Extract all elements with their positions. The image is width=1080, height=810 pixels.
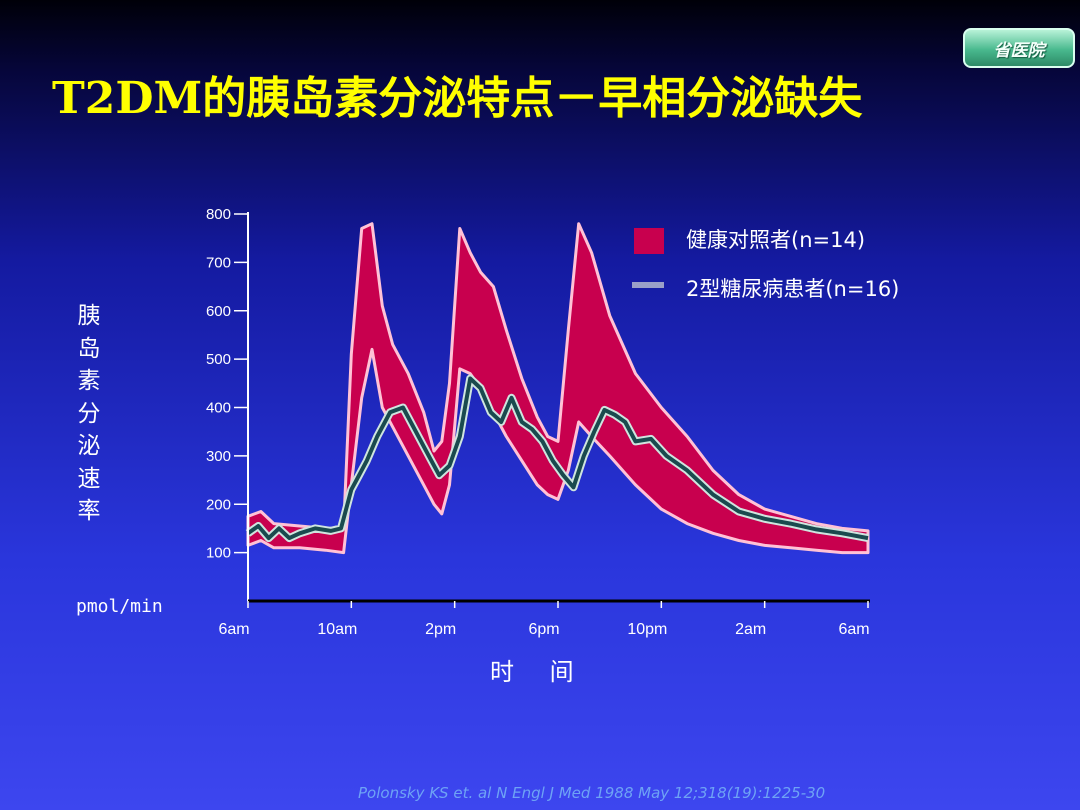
- hospital-badge: 省医院: [963, 28, 1075, 68]
- y-axis-unit: pmol/min: [76, 596, 163, 617]
- x-tick-label: 6pm: [528, 621, 559, 638]
- y-tick-label: 100: [206, 545, 231, 562]
- x-tick-label: 6am: [218, 621, 249, 638]
- x-tick-label: 2am: [735, 621, 766, 638]
- x-tick-label: 10am: [317, 621, 357, 638]
- axes: 100 200 300 400 500 600 700 800 6am 10am 2pm 6pm 10p…: [206, 206, 870, 638]
- x-tick-label: 2pm: [425, 621, 456, 638]
- y-tick-label: 700: [206, 254, 231, 271]
- legend: 健康对照者(n=14) 2型糖尿病患者(n=16): [632, 228, 899, 301]
- legend-swatch-healthy: [634, 228, 664, 254]
- slide-title: T2DM的胰岛素分泌特点－早相分泌缺失: [52, 73, 863, 124]
- legend-label-diabetic: 2型糖尿病患者(n=16): [686, 277, 899, 301]
- y-tick-label: 400: [206, 400, 231, 417]
- legend-swatch-diabetic: [632, 282, 664, 288]
- diabetic-line: [246, 376, 869, 541]
- x-tick-label: 10pm: [627, 621, 667, 638]
- y-axis-label: 胰岛素分泌速率: [77, 303, 101, 524]
- healthy-band: [246, 222, 870, 555]
- y-tick-label: 300: [206, 448, 231, 465]
- y-tick-label: 600: [206, 303, 231, 320]
- x-axis-label: 时 间: [490, 658, 588, 686]
- citation: Polonsky KS et. al N Engl J Med 1988 May…: [358, 784, 826, 802]
- y-tick-label: 500: [206, 351, 231, 368]
- plot-area: [245, 222, 870, 555]
- y-tick-label: 800: [206, 206, 231, 223]
- x-tick-label: 6am: [838, 621, 869, 638]
- legend-label-healthy: 健康对照者(n=14): [686, 228, 865, 252]
- y-tick-label: 200: [206, 496, 231, 513]
